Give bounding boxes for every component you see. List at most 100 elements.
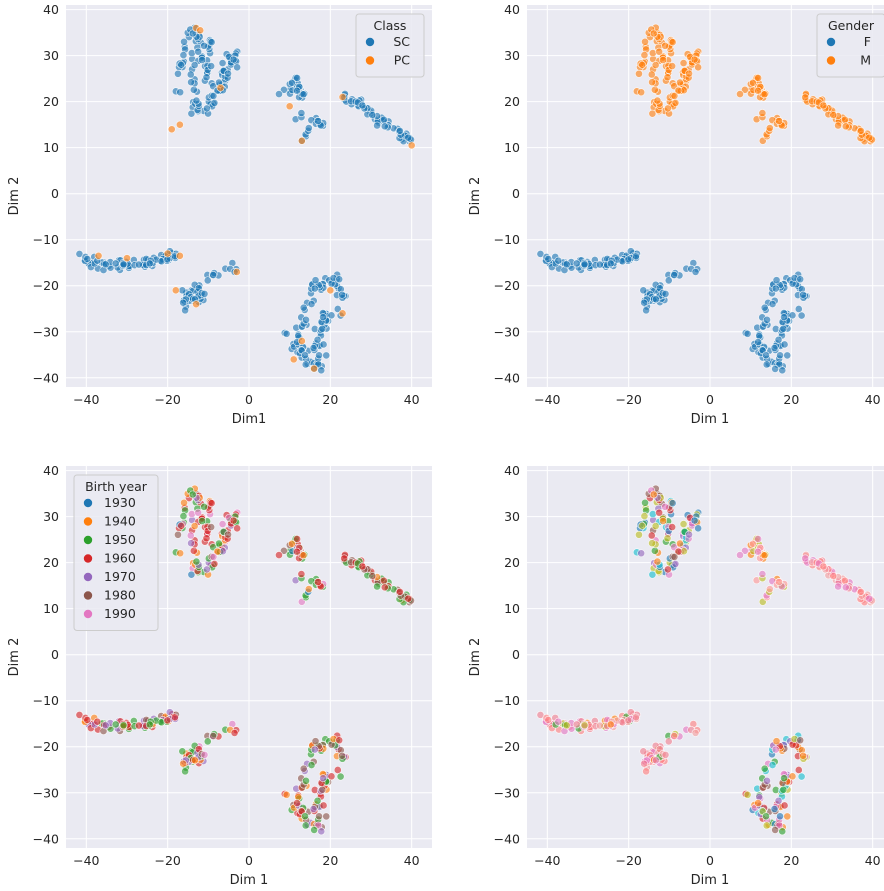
point-m (685, 69, 693, 78)
point-birth-year (338, 751, 346, 760)
point-pc (175, 251, 184, 260)
point-sc (288, 78, 296, 87)
point-birth-year (111, 720, 120, 729)
point-f (639, 286, 648, 295)
point-birth-year (188, 490, 197, 499)
point-f (797, 311, 806, 320)
y-tick-label: −40 (494, 370, 520, 385)
x-tick-label: −40 (534, 392, 560, 407)
point-sc (314, 117, 322, 125)
point (670, 553, 679, 561)
point-sc (179, 298, 188, 307)
point-birth-year (213, 547, 222, 556)
point-pc (310, 364, 318, 373)
point-sc (224, 69, 232, 78)
point-birth-year (310, 745, 319, 754)
plot-area (527, 466, 884, 848)
point-f (788, 311, 797, 320)
point-m (671, 99, 680, 107)
y-tick-label: 40 (43, 463, 59, 478)
point-sc (318, 324, 327, 333)
point (741, 546, 749, 555)
point-birth-year (93, 717, 102, 726)
y-tick-label: 30 (504, 48, 520, 63)
point-pc (297, 136, 306, 145)
point (632, 713, 640, 722)
point-sc (207, 38, 216, 47)
point (642, 767, 651, 776)
point-birth-year (101, 721, 110, 730)
point-sc (307, 300, 316, 308)
point (771, 826, 780, 834)
point-f (783, 351, 792, 360)
point-f (624, 255, 633, 264)
point-m (865, 133, 874, 142)
point-sc (317, 366, 326, 375)
point-birth-year (224, 530, 232, 539)
point-sc (194, 47, 203, 56)
point-m (690, 55, 699, 64)
point-m (694, 63, 703, 72)
point-m (635, 69, 643, 78)
point-birth-year (171, 713, 179, 722)
point (690, 516, 699, 525)
point (772, 737, 781, 746)
point-f (580, 260, 589, 269)
point (648, 570, 657, 579)
y-tick-label: 10 (43, 601, 59, 616)
point-birth-year (368, 572, 377, 580)
point (779, 785, 788, 794)
point (829, 572, 838, 580)
point (865, 594, 874, 603)
point (691, 729, 700, 737)
legend-entry: PC (394, 53, 411, 68)
point (664, 565, 672, 574)
point-birth-year (200, 750, 209, 759)
legend-marker (826, 56, 836, 65)
point-birth-year (292, 547, 301, 556)
point (606, 720, 615, 729)
point-f (554, 256, 563, 265)
point-birth-year (187, 539, 195, 548)
legend-marker (83, 609, 93, 619)
point-m (736, 90, 744, 98)
legend-entry: SC (393, 34, 410, 49)
point-f (796, 275, 805, 284)
point-pc (289, 355, 298, 364)
point-sc (200, 41, 208, 50)
point-m (664, 104, 672, 113)
point (635, 530, 643, 539)
y-tick-label: 30 (43, 48, 59, 63)
point-f (595, 260, 604, 269)
point-pc (171, 286, 180, 295)
point-pc (123, 254, 131, 263)
point (661, 502, 669, 511)
point-sc (187, 78, 195, 87)
point-sc (181, 306, 190, 315)
point-f (606, 259, 615, 268)
point-f (774, 335, 783, 344)
point-sc (187, 49, 196, 58)
point-m (668, 38, 677, 47)
point-birth-year (192, 557, 201, 566)
point-sc (280, 85, 288, 94)
point-m (760, 90, 769, 99)
point (743, 790, 752, 799)
y-tick-label: −30 (494, 785, 520, 800)
x-tick-label: 20 (783, 853, 799, 868)
point (799, 751, 807, 760)
point-f (762, 351, 770, 360)
y-tick-label: −30 (494, 324, 520, 339)
point (670, 732, 679, 740)
point-f (760, 303, 769, 312)
y-tick-label: 30 (504, 509, 520, 524)
x-axis-label: Dim 1 (230, 873, 269, 888)
point (762, 812, 770, 821)
legend-entry: 1940 (104, 514, 136, 529)
point (647, 531, 656, 540)
point-birth-year (307, 761, 316, 769)
point-pc (338, 309, 347, 318)
y-tick-label: 10 (43, 140, 59, 155)
point (780, 801, 789, 810)
point (796, 736, 805, 745)
